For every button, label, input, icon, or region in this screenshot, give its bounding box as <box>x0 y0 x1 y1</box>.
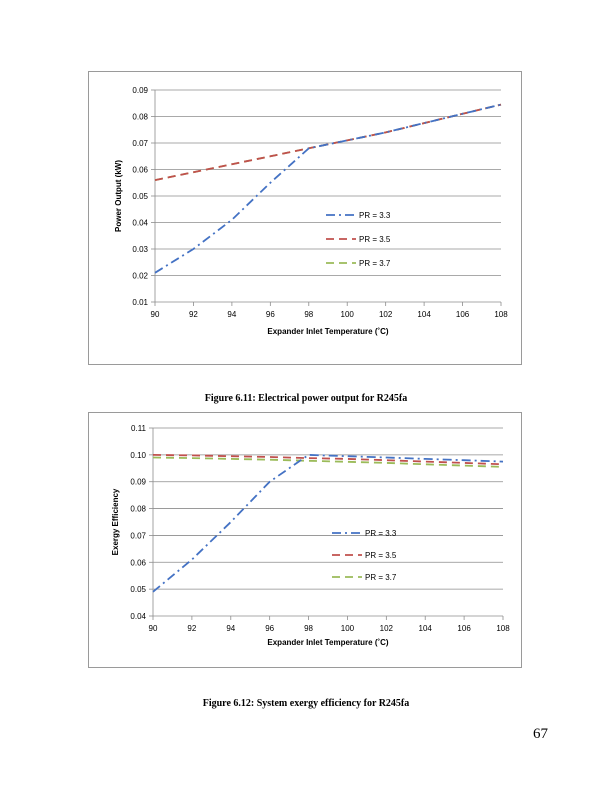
y-tick-label: 0.11 <box>131 424 147 433</box>
page-number: 67 <box>533 726 548 742</box>
power-output-chart-svg: 0.01 0.02 0.03 0.04 0.05 0.06 0.07 0.08 0.09 90 92… <box>114 86 508 336</box>
x-tick-label: 102 <box>379 310 393 319</box>
x-tick-label: 108 <box>494 310 508 319</box>
series-line <box>152 456 504 468</box>
x-tick-label: 102 <box>380 624 394 633</box>
legend-label: PR = 3.5 <box>359 235 391 244</box>
x-tick-label: 94 <box>227 310 236 319</box>
x-tick-label: 106 <box>456 310 470 319</box>
figure-caption-6-12: Figure 6.12: System exergy efficiency fo… <box>202 698 410 709</box>
x-tick-label: 94 <box>226 624 235 633</box>
y-tick-label: 0.04 <box>132 219 148 228</box>
legend-label: PR = 3.7 <box>365 573 397 582</box>
y-tick-label: 0.10 <box>130 451 146 460</box>
x-tick-label: 98 <box>304 624 313 633</box>
y-tick-label: 0.06 <box>132 166 148 175</box>
figure-caption-6-11: Figure 6.11: Electrical power output for… <box>204 393 408 404</box>
x-tick-label: 96 <box>266 310 275 319</box>
x-tick-label: 104 <box>419 624 433 633</box>
x-tick-label: 108 <box>496 624 510 633</box>
y-tick-label: 0.01 <box>132 298 148 307</box>
legend-label: PR = 3.5 <box>365 551 397 560</box>
y-tick-label: 0.02 <box>132 272 148 281</box>
y-tick-label: 0.05 <box>132 192 148 201</box>
y-tick-label: 0.07 <box>130 531 146 540</box>
y-tick-label: 0.07 <box>132 139 148 148</box>
x-tick-label: 90 <box>149 624 158 633</box>
series-line <box>154 103 502 181</box>
x-tick-label: 100 <box>341 310 355 319</box>
legend-label: PR = 3.3 <box>359 211 391 220</box>
x-tick-label: 100 <box>341 624 355 633</box>
legend-label: PR = 3.7 <box>359 259 391 268</box>
series-line <box>154 103 502 274</box>
x-tick-label: 96 <box>265 624 274 633</box>
y-tick-label: 0.04 <box>130 612 146 621</box>
series-line <box>152 453 504 593</box>
y-tick-label: 0.09 <box>132 86 148 95</box>
chart-power-output: 0.01 0.02 0.03 0.04 0.05 0.06 0.07 0.08 0.09 90 92… <box>88 71 522 365</box>
y-tick-label: 0.06 <box>130 558 146 567</box>
y-tick-label: 0.08 <box>130 505 146 514</box>
chart-exergy-efficiency: 0.04 0.05 0.06 0.07 0.08 0.09 0.10 0.11 90 92 94 96… <box>88 412 522 668</box>
x-tick-label: 90 <box>151 310 160 319</box>
y-tick-label: 0.09 <box>130 478 146 487</box>
x-axis-title: Expander Inlet Temperature (˚C) <box>267 327 389 336</box>
x-tick-label: 98 <box>304 310 313 319</box>
x-tick-label: 92 <box>187 624 196 633</box>
y-tick-label: 0.08 <box>132 113 148 122</box>
series-line <box>152 454 504 466</box>
y-axis-title: Power Output (kW) <box>114 160 123 232</box>
y-axis-title: Exergy Efficiency <box>111 488 120 555</box>
y-tick-label: 0.03 <box>132 245 148 254</box>
x-tick-label: 104 <box>417 310 431 319</box>
x-tick-label: 92 <box>189 310 198 319</box>
x-tick-label: 106 <box>457 624 471 633</box>
x-axis-title: Expander Inlet Temperature (˚C) <box>267 638 389 647</box>
y-tick-label: 0.05 <box>130 585 146 594</box>
exergy-efficiency-chart-svg: 0.04 0.05 0.06 0.07 0.08 0.09 0.10 0.11 90 92 94 96… <box>111 424 510 647</box>
legend-label: PR = 3.3 <box>365 529 397 538</box>
